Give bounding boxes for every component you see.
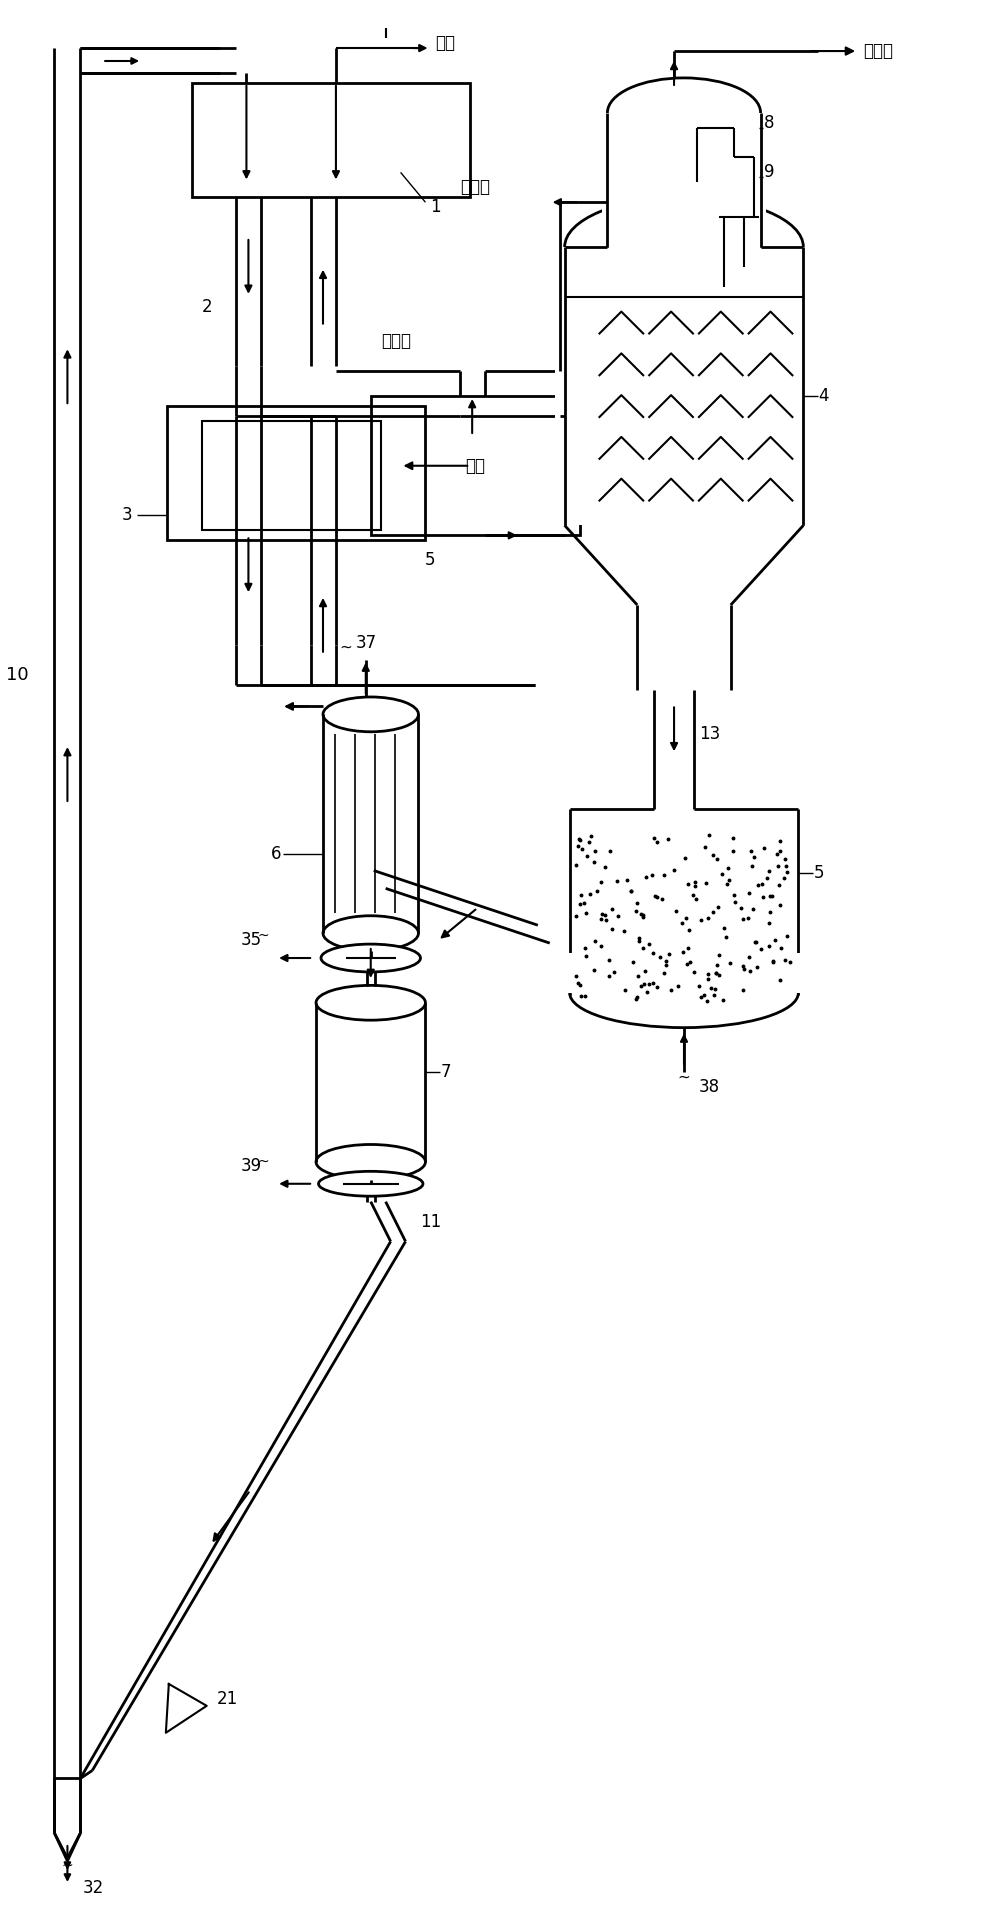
Text: 2: 2 (201, 298, 212, 315)
Text: 4: 4 (819, 387, 829, 406)
Text: 3: 3 (122, 506, 132, 525)
Text: 烟气: 烟气 (465, 458, 485, 475)
Text: 5: 5 (425, 552, 436, 569)
Ellipse shape (321, 944, 421, 971)
Bar (191, 83, 470, 198)
Text: 7: 7 (440, 1063, 451, 1081)
Text: ~: ~ (258, 1156, 269, 1169)
Text: ~: ~ (339, 638, 352, 654)
Text: 产品气: 产品气 (460, 179, 490, 196)
Bar (201, 421, 381, 531)
Text: 37: 37 (355, 635, 377, 652)
Bar (602, 113, 765, 246)
Text: ~: ~ (61, 1860, 74, 1873)
Text: 35: 35 (241, 931, 262, 950)
Bar (565, 954, 804, 992)
Text: 产品气: 产品气 (381, 333, 411, 350)
Text: ~: ~ (258, 929, 269, 942)
Text: 5: 5 (814, 865, 824, 883)
Text: 32: 32 (83, 1879, 104, 1896)
Text: 原料: 原料 (435, 35, 455, 52)
Bar (555, 246, 814, 525)
Text: 8: 8 (763, 113, 774, 131)
Text: 38: 38 (699, 1079, 720, 1096)
Text: 9: 9 (763, 163, 774, 181)
Text: 21: 21 (217, 1690, 238, 1708)
Text: 6: 6 (271, 844, 281, 863)
Text: 39: 39 (241, 1158, 262, 1175)
Text: 产品气: 产品气 (863, 42, 893, 60)
Bar (371, 396, 580, 535)
Text: 11: 11 (421, 1213, 442, 1231)
Text: 10: 10 (6, 665, 29, 683)
Text: 1: 1 (430, 198, 441, 215)
Bar (167, 406, 425, 540)
Text: 13: 13 (699, 725, 720, 744)
Text: ~: ~ (678, 1069, 691, 1085)
Ellipse shape (318, 1171, 423, 1196)
